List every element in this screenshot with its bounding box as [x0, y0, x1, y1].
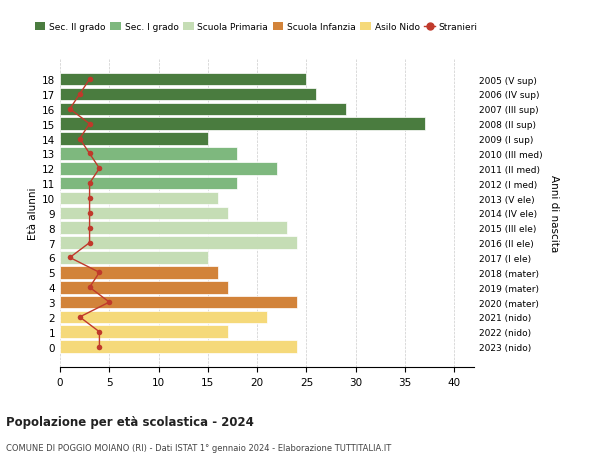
Point	[85, 240, 94, 247]
Point	[85, 195, 94, 202]
Bar	[60, 311, 267, 324]
Bar	[60, 207, 227, 220]
Bar	[60, 237, 296, 249]
Y-axis label: Età alunni: Età alunni	[28, 187, 38, 240]
Bar	[60, 118, 425, 131]
Bar	[60, 133, 208, 146]
Bar	[60, 281, 227, 294]
Bar	[60, 89, 316, 101]
Point	[75, 135, 85, 143]
Point	[85, 210, 94, 217]
Point	[85, 180, 94, 187]
Bar	[60, 296, 296, 309]
Bar	[60, 178, 238, 190]
Bar	[60, 326, 227, 338]
Y-axis label: Anni di nascita: Anni di nascita	[549, 175, 559, 252]
Point	[95, 343, 104, 351]
Bar	[60, 222, 287, 235]
Bar	[60, 192, 218, 205]
Bar	[60, 162, 277, 175]
Point	[95, 165, 104, 173]
Point	[95, 329, 104, 336]
Point	[65, 254, 74, 262]
Bar	[60, 252, 208, 264]
Point	[95, 269, 104, 276]
Point	[85, 224, 94, 232]
Point	[75, 91, 85, 98]
Bar	[60, 148, 238, 160]
Point	[85, 284, 94, 291]
Point	[85, 151, 94, 158]
Legend: Sec. II grado, Sec. I grado, Scuola Primaria, Scuola Infanzia, Asilo Nido, Stran: Sec. II grado, Sec. I grado, Scuola Prim…	[31, 20, 481, 36]
Bar	[60, 341, 296, 353]
Point	[85, 76, 94, 84]
Bar	[60, 103, 346, 116]
Bar	[60, 267, 218, 279]
Text: COMUNE DI POGGIO MOIANO (RI) - Dati ISTAT 1° gennaio 2024 - Elaborazione TUTTITA: COMUNE DI POGGIO MOIANO (RI) - Dati ISTA…	[6, 443, 391, 452]
Point	[65, 106, 74, 113]
Point	[85, 121, 94, 128]
Text: Popolazione per età scolastica - 2024: Popolazione per età scolastica - 2024	[6, 415, 254, 428]
Point	[104, 299, 114, 306]
Bar	[60, 73, 307, 86]
Point	[75, 313, 85, 321]
